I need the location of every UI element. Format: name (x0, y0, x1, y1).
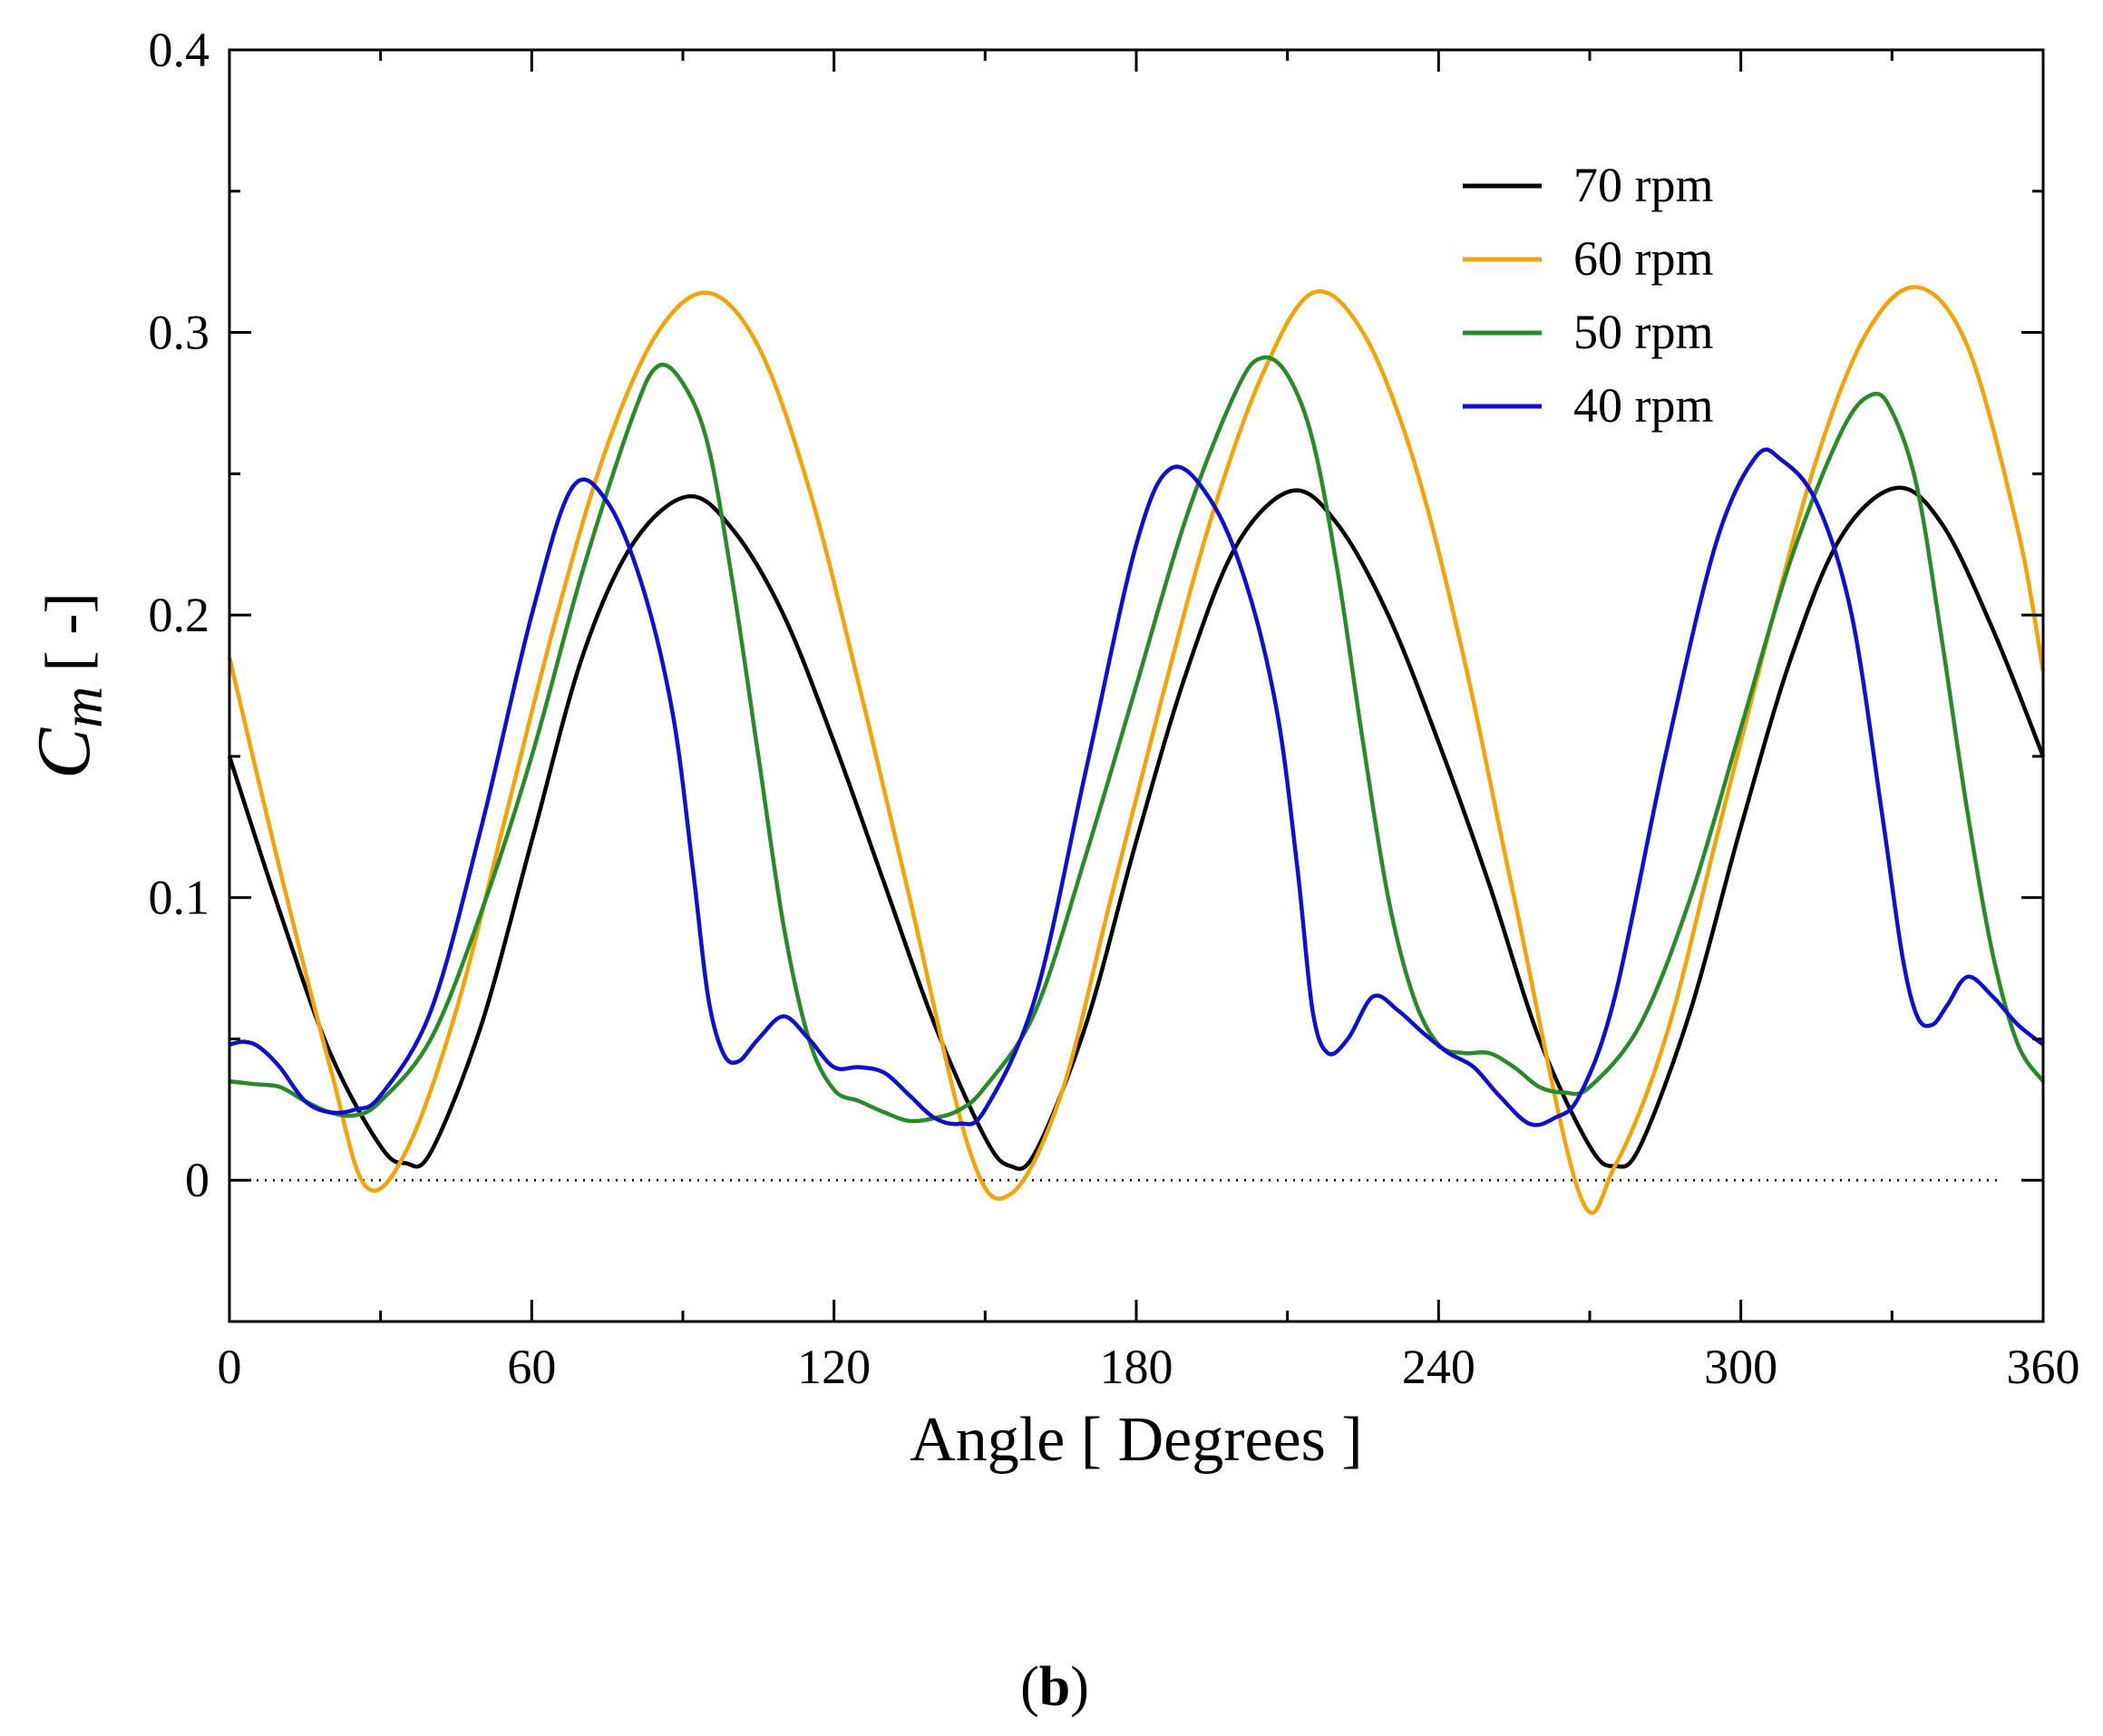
y-tick-label: 0.3 (149, 306, 210, 360)
y-axis-subscript: m (50, 687, 114, 728)
x-tick-label: 60 (507, 1340, 556, 1394)
caption-open: ( (1020, 1656, 1039, 1718)
caption-close: ) (1070, 1656, 1089, 1718)
tick-labels-group: 0 60 120 180 240 300 360 0 0.1 0.2 0.3 0.4 (149, 23, 2080, 1394)
series-line-40-rpm (229, 447, 2045, 1127)
y-tick-label: 0 (185, 1153, 209, 1207)
x-tick-label: 240 (1402, 1340, 1475, 1394)
y-tick-label: 0.4 (149, 23, 210, 77)
y-axis-symbol: C (22, 727, 106, 779)
x-tick-label: 180 (1100, 1340, 1173, 1394)
legend: 70 rpm 60 rpm 50 rpm 40 rpm (1463, 158, 1714, 433)
x-tick-label: 120 (797, 1340, 871, 1394)
x-tick-label: 360 (2007, 1340, 2080, 1394)
y-tick-label: 0.1 (149, 871, 210, 925)
series-line-70-rpm (227, 485, 2046, 1171)
legend-label-40-rpm: 40 rpm (1573, 378, 1714, 433)
y-tick-label: 0.2 (149, 588, 210, 642)
x-axis-title: Angle [ Degrees ] (910, 1405, 1363, 1475)
legend-label-60-rpm: 60 rpm (1573, 231, 1714, 286)
series-group (227, 285, 2046, 1215)
svg-text:Cm[ -]: Cm [ -] (22, 592, 114, 779)
x-tick-label: 300 (1704, 1340, 1777, 1394)
y-axis-title: Cm [ -] (22, 592, 114, 779)
series-line-60-rpm (227, 285, 2046, 1215)
legend-label-70-rpm: 70 rpm (1573, 158, 1714, 212)
x-tick-label: 0 (218, 1340, 242, 1394)
y-axis-units: [ -] (34, 592, 103, 671)
ticks-group (228, 48, 2045, 1322)
legend-label-50-rpm: 50 rpm (1573, 305, 1714, 359)
series-line-50-rpm (229, 355, 2045, 1124)
caption-letter: b (1039, 1656, 1070, 1718)
figure-caption: (b) (1020, 1656, 1089, 1718)
